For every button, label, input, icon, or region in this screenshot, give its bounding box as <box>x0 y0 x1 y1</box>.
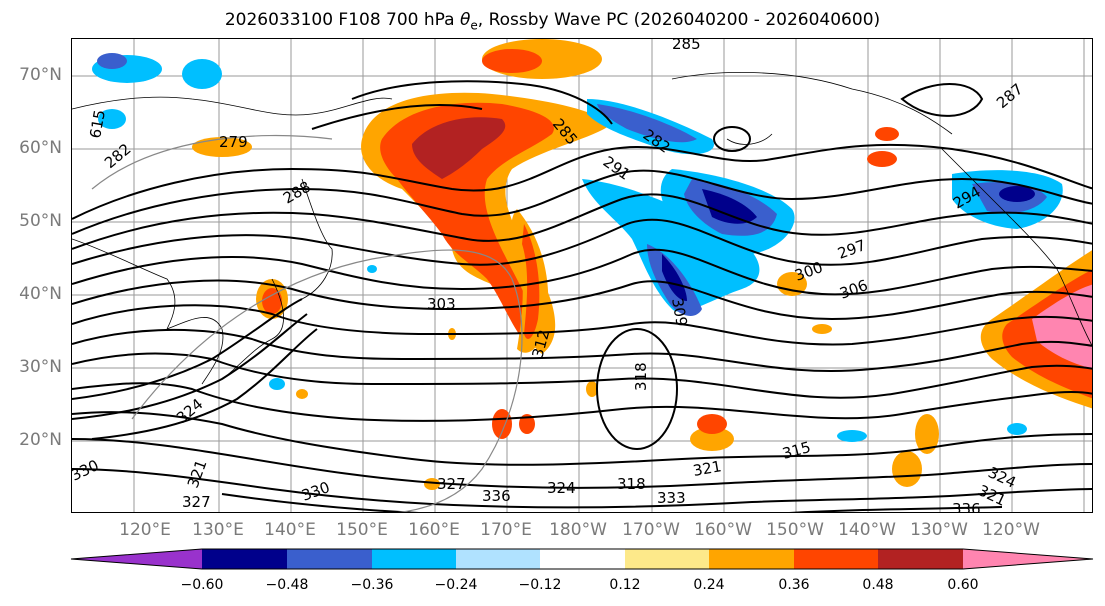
colorbar-tick: 0.36 <box>778 577 810 593</box>
figure-title: 2026033100 F108 700 hPa θe, Rossby Wave … <box>0 10 1105 32</box>
contour-label: 285 <box>672 39 701 53</box>
contour-label: 615 <box>86 108 109 139</box>
graticule <box>72 39 1092 512</box>
colorbar-cell <box>287 549 372 569</box>
theta-subscript: e <box>470 18 478 33</box>
contour-label: 297 <box>835 236 868 263</box>
colorbar-tick: −0.12 <box>518 577 562 593</box>
contour-label: 282 <box>101 140 135 172</box>
colorbar-cell <box>372 549 456 569</box>
lon-label-160w: 160°W <box>694 520 752 540</box>
colorbar-cell <box>709 549 794 569</box>
colorbar-cell <box>202 549 287 569</box>
contour-label: 333 <box>657 489 686 507</box>
lon-label-130w: 130°W <box>910 520 968 540</box>
title-prefix: 2026033100 F108 700 hPa <box>224 10 460 30</box>
lon-label-140e: 140°E <box>264 520 316 540</box>
colorbar-cells <box>70 548 1094 570</box>
lat-label-60n: 60°N <box>19 138 62 158</box>
theta-e-contours <box>72 80 1092 512</box>
colorbar-tick: −0.36 <box>350 577 394 593</box>
contour-label: 336 <box>952 500 981 513</box>
colorbar-cell <box>878 549 963 569</box>
contour-label: 324 <box>173 395 207 427</box>
contour-label: 279 <box>219 133 248 151</box>
contour-label: 291 <box>600 153 634 184</box>
contour-label: 318 <box>632 362 650 391</box>
colorbar-tick: 0.48 <box>862 577 894 593</box>
colorbar <box>70 548 1094 570</box>
lat-label-20n: 20°N <box>19 430 62 450</box>
colorbar-tick: −0.60 <box>180 577 224 593</box>
lon-label-140w: 140°W <box>838 520 896 540</box>
lon-label-120w: 120°W <box>982 520 1040 540</box>
colorbar-cell <box>540 549 625 569</box>
colorbar-tick: 0.24 <box>693 577 725 593</box>
lat-label-50n: 50°N <box>19 211 62 231</box>
contour-label: 330 <box>299 478 332 505</box>
contour-label: 303 <box>427 295 456 313</box>
lat-label-70n: 70°N <box>19 65 62 85</box>
lon-label-120e: 120°E <box>119 520 171 540</box>
colorbar-cell <box>71 549 202 569</box>
reference-circle <box>91 134 523 512</box>
colorbar-tick: −0.24 <box>434 577 478 593</box>
contour-label: 309 <box>668 297 691 328</box>
lon-label-150e: 150°E <box>336 520 388 540</box>
colorbar-tick: −0.48 <box>265 577 309 593</box>
colorbar-tick: 0.12 <box>609 577 641 593</box>
anomaly-shading <box>92 39 1092 490</box>
lon-label-170w: 170°W <box>622 520 680 540</box>
map-panel: 285 279 282 288 285 282 291 287 294 300 … <box>71 38 1093 513</box>
contour-label: 336 <box>482 487 511 505</box>
lon-label-160e: 160°E <box>408 520 460 540</box>
colorbar-cell <box>794 549 878 569</box>
lon-label-170e: 170°E <box>480 520 532 540</box>
contour-label: 327 <box>182 493 211 511</box>
title-suffix: , Rossby Wave PC (2026040200 - 202604060… <box>477 10 881 30</box>
lat-label-30n: 30°N <box>19 357 62 377</box>
contour-label: 306 <box>837 276 870 303</box>
contour-label: 330 <box>72 456 102 484</box>
contour-label: 288 <box>280 178 314 208</box>
lat-label-40n: 40°N <box>19 284 62 304</box>
theta-symbol: θ <box>460 10 471 30</box>
colorbar-cell <box>625 549 709 569</box>
contour-label: 318 <box>617 475 646 493</box>
lon-label-180w: 180°W <box>549 520 607 540</box>
contour-label: 324 <box>547 479 576 497</box>
contour-label: 315 <box>780 438 812 463</box>
contour-label: 321 <box>692 457 723 480</box>
lon-label-130e: 130°E <box>192 520 244 540</box>
contour-label: 321 <box>184 457 211 490</box>
colorbar-cell <box>456 549 540 569</box>
map-canvas: 285 279 282 288 285 282 291 287 294 300 … <box>72 39 1092 513</box>
colorbar-cell <box>963 549 1093 569</box>
colorbar-tick: 0.60 <box>947 577 979 593</box>
contour-label: 327 <box>437 475 466 493</box>
contour-label: 287 <box>993 80 1027 112</box>
colorbar-outline <box>70 548 1094 570</box>
lon-label-150w: 150°W <box>766 520 824 540</box>
